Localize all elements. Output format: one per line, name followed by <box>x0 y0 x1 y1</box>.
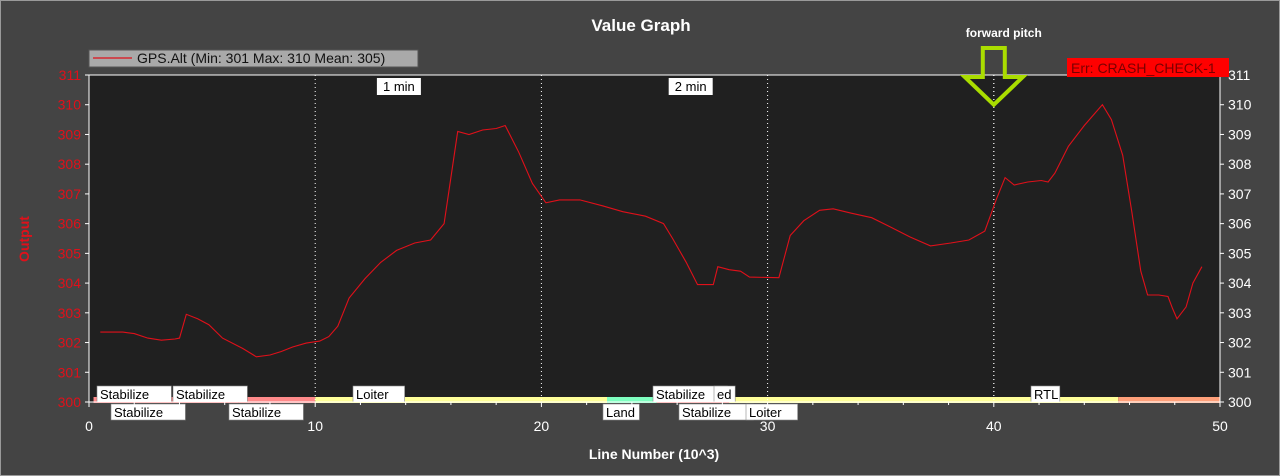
flight-mode-label: Stabilize <box>114 405 163 420</box>
flight-mode-segment <box>1118 397 1220 403</box>
y-tick-label-right: 302 <box>1228 335 1252 351</box>
error-box-bg <box>1067 58 1229 77</box>
flight-mode-segment <box>315 397 607 403</box>
time-markers: 1 min 2 min <box>376 78 713 95</box>
y-tick-label-right: 311 <box>1228 67 1251 83</box>
x-tick-label: 10 <box>307 418 323 434</box>
vertical-marker-lines <box>314 75 995 402</box>
y-tick-label-right: 306 <box>1228 216 1252 232</box>
y-tick-label-right: 300 <box>1228 394 1252 410</box>
y-tick-label: 305 <box>58 245 82 261</box>
plot-area[interactable] <box>89 75 1220 402</box>
series-layer <box>100 103 1203 358</box>
flight-mode-label: Stabilize <box>232 405 281 420</box>
error-box: Err: CRASH_CHECK-1 <box>1067 58 1229 77</box>
flight-mode-label-bg <box>745 403 798 421</box>
y-tick-label-right: 308 <box>1228 156 1252 172</box>
y-tick-label: 304 <box>58 275 82 291</box>
series-line-gps-alt <box>100 103 1203 358</box>
y-tick-label: 307 <box>58 186 82 202</box>
flight-mode-label: Stabilize <box>100 387 149 402</box>
annotation-arrow-icon <box>959 46 1028 108</box>
flight-mode-label: Stabilize <box>682 405 731 420</box>
y-tick-label-right: 307 <box>1228 186 1252 202</box>
y-tick-label: 310 <box>58 97 82 113</box>
annotation-label: forward pitch <box>966 26 1042 40</box>
flight-mode-segment <box>729 397 1119 403</box>
y-tick-label: 302 <box>58 335 82 351</box>
y-tick-label: 309 <box>58 126 82 142</box>
flight-mode-label: ed <box>717 387 731 402</box>
time-marker-label: 1 min <box>383 79 415 94</box>
error-label: Err: CRASH_CHECK-1 <box>1071 60 1216 76</box>
legend[interactable]: GPS.Alt (Min: 301 Max: 310 Mean: 305) <box>88 49 419 68</box>
flight-mode-segment <box>238 397 316 403</box>
y-axis-label: Output <box>16 216 32 262</box>
y-tick-label-right: 304 <box>1228 275 1252 291</box>
plot-background <box>89 75 1220 402</box>
y-tick-label: 301 <box>58 364 82 380</box>
flight-mode-segment <box>606 397 657 403</box>
flight-mode-label: Loiter <box>356 387 389 402</box>
y-tick-label: 308 <box>58 156 82 172</box>
x-tick-label: 40 <box>986 418 1002 434</box>
y-tick-label: 300 <box>58 394 82 410</box>
flight-mode-label-bg <box>110 403 186 421</box>
time-marker-box <box>668 78 713 95</box>
flight-mode-label-bg <box>228 403 304 421</box>
x-tick-label: 30 <box>760 418 776 434</box>
y-tick-label-right: 303 <box>1228 305 1252 321</box>
flight-mode-bar: Stabilize Stabilize Stabilize Loiter Land Sta… <box>93 385 1220 421</box>
time-marker-label: 2 min <box>675 79 707 94</box>
y-tick-label-right: 301 <box>1228 364 1252 380</box>
flight-mode-label: RTL <box>1034 387 1058 402</box>
y-tick-label-right: 305 <box>1228 245 1252 261</box>
flight-mode-label: Stabilize <box>656 387 705 402</box>
legend-box <box>88 49 419 68</box>
y-tick-label-right: 310 <box>1228 97 1252 113</box>
flight-mode-label: Loiter <box>749 405 782 420</box>
flight-mode-label: Land <box>606 405 635 420</box>
y-tick-label-right: 309 <box>1228 126 1252 142</box>
y-tick-label: 306 <box>58 216 82 232</box>
y-tick-label: 311 <box>59 67 82 83</box>
chart-title: Value Graph <box>591 16 690 35</box>
time-marker-box <box>376 78 421 95</box>
x-tick-label: 0 <box>85 418 93 434</box>
x-axis-label: Line Number (10^3) <box>589 446 719 462</box>
legend-entry: GPS.Alt (Min: 301 Max: 310 Mean: 305) <box>137 50 385 66</box>
flight-mode-label: Stabilize <box>176 387 225 402</box>
x-tick-label: 20 <box>534 418 550 434</box>
flight-mode-label-bg <box>602 403 640 421</box>
annotation: forward pitch <box>959 26 1042 108</box>
y-tick-label: 303 <box>58 305 82 321</box>
x-tick-label: 50 <box>1212 418 1228 434</box>
